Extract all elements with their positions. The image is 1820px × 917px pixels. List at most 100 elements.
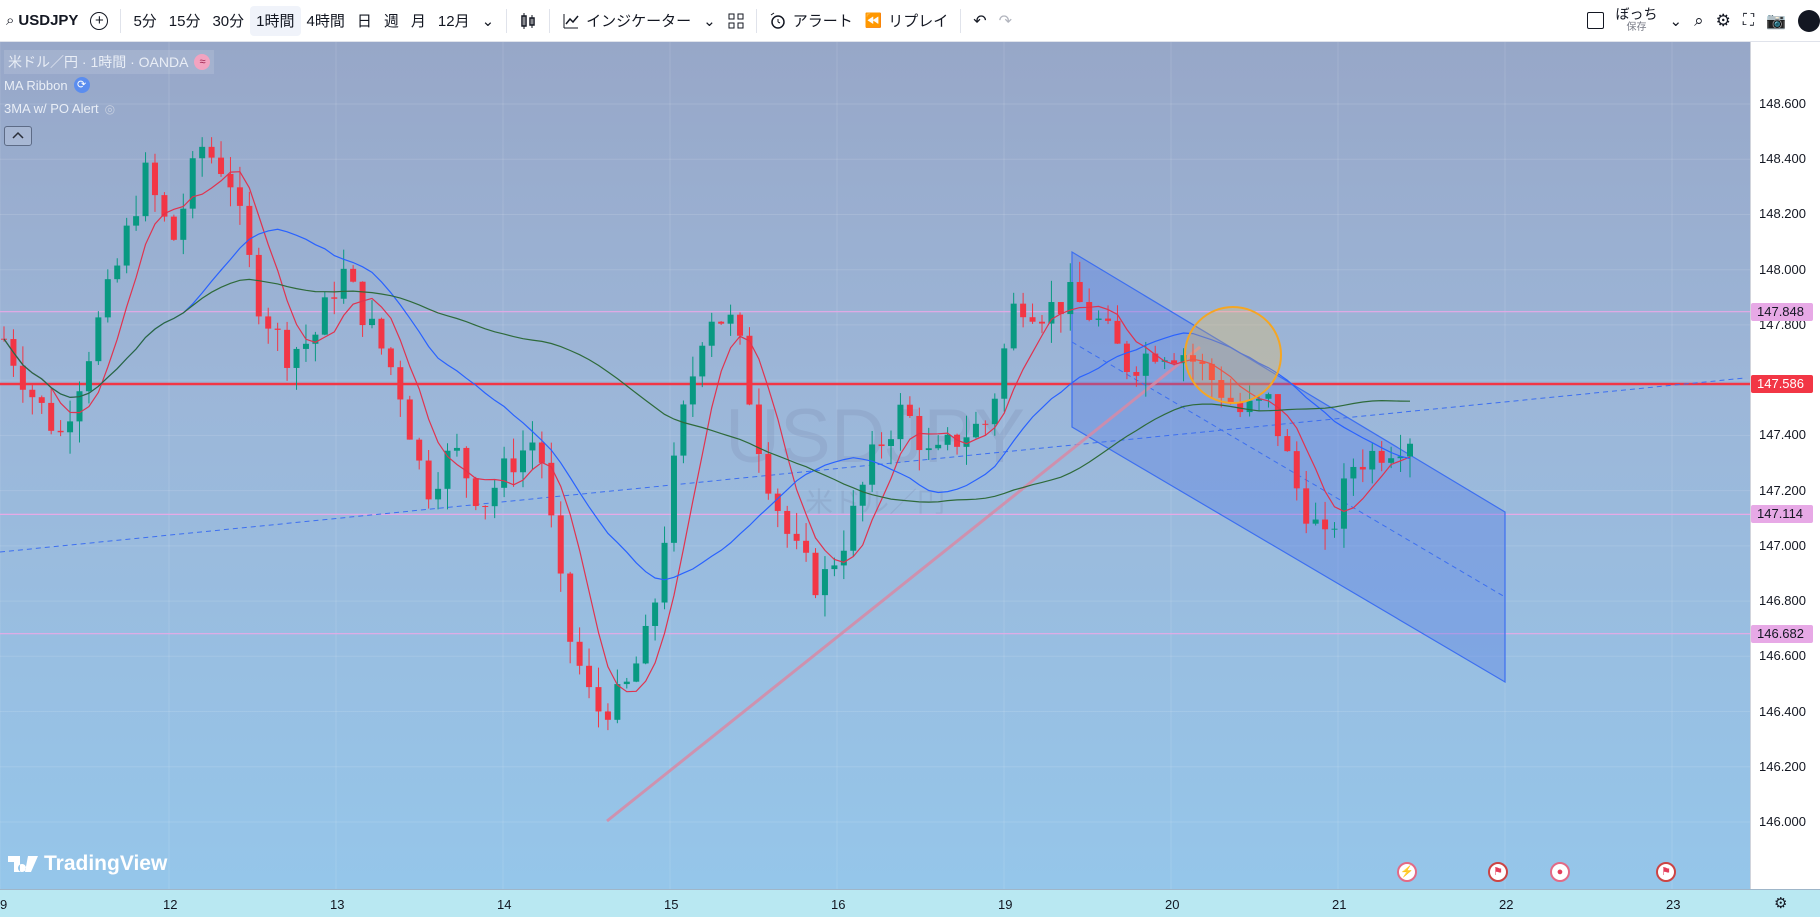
time-tick-label: 15 xyxy=(664,897,679,912)
settings-button[interactable]: ⚙ xyxy=(1710,6,1737,36)
candle-body xyxy=(1284,436,1291,452)
candle-body xyxy=(1020,303,1027,318)
candle-body xyxy=(642,625,649,664)
redo-button[interactable]: ↷ xyxy=(993,6,1018,36)
chart-pane[interactable]: USDJPY 米ドル／円 米ドル／円 · 1時間 · OANDA ≈ MA Rib… xyxy=(0,42,1750,889)
add-symbol-button[interactable]: + xyxy=(84,6,114,36)
candles-icon xyxy=(521,12,535,29)
candle-body xyxy=(114,265,121,280)
indicators-button[interactable]: インジケーター xyxy=(556,6,697,36)
price-tick-label: 147.800 xyxy=(1759,316,1806,332)
event-marker-us-flag[interactable]: ⚑ xyxy=(1656,862,1676,882)
layout-dropdown-button[interactable]: ⌄ xyxy=(1664,6,1689,36)
candle-body xyxy=(1237,402,1244,413)
candle-body xyxy=(1274,394,1281,437)
price-tick-label: 146.400 xyxy=(1759,703,1806,719)
interval-button[interactable]: 1時間 xyxy=(250,5,301,36)
candle-body xyxy=(350,268,357,282)
candle-body xyxy=(755,404,762,455)
interval-button[interactable]: 月 xyxy=(410,13,426,30)
ma-long-line xyxy=(3,278,1411,503)
chart-type-button[interactable] xyxy=(513,6,543,36)
candle-body xyxy=(38,397,45,403)
fullscreen-button[interactable]: ⛶ xyxy=(1737,6,1760,36)
candle-body xyxy=(850,505,857,551)
templates-button[interactable] xyxy=(722,6,750,36)
interval-button[interactable]: 12月 xyxy=(437,13,470,30)
candle-body xyxy=(501,458,508,488)
ma-mid-line xyxy=(3,228,1411,581)
candle-body xyxy=(369,318,376,326)
candle-body xyxy=(19,365,26,390)
search-icon: ⌕ xyxy=(1694,10,1704,30)
candle-body xyxy=(586,665,593,688)
candle-body xyxy=(435,488,442,500)
layout-name-button[interactable]: ぼっち 保存 xyxy=(1610,6,1664,36)
candle-body xyxy=(925,448,932,451)
candle-body xyxy=(1152,353,1159,362)
candle-body xyxy=(1067,282,1074,315)
legend-indicator-ma-ribbon[interactable]: MA Ribbon ⟳ xyxy=(4,77,90,93)
event-marker-us-flag[interactable]: ⚑ xyxy=(1488,862,1508,882)
legend-indicator-name: MA Ribbon xyxy=(4,77,68,93)
candle-body xyxy=(623,681,630,685)
candle-body xyxy=(218,157,225,174)
symbol-search-button[interactable]: ⌕ USDJPY xyxy=(0,6,84,36)
legend-indicator-3ma[interactable]: 3MA w/ PO Alert ◎ xyxy=(4,101,115,116)
interval-dropdown-button[interactable]: ⌄ xyxy=(476,6,501,36)
search-icon: ⌕ xyxy=(6,12,15,29)
price-level-tag[interactable]: 147.848 xyxy=(1751,302,1813,321)
legend-collapse-button[interactable] xyxy=(4,126,32,146)
candle-body xyxy=(1010,303,1017,349)
time-tick-label: 9 xyxy=(0,897,8,912)
price-level-tag[interactable]: 147.586 xyxy=(1751,375,1813,394)
tradingview-logo-text: TradingView xyxy=(44,852,168,875)
interval-button[interactable]: 週 xyxy=(383,13,399,30)
event-marker-dot[interactable]: ● xyxy=(1550,862,1570,882)
price-tick-label: 146.000 xyxy=(1759,814,1806,829)
refresh-icon: ⟳ xyxy=(73,77,90,93)
candle-body xyxy=(746,335,753,405)
candle-body xyxy=(661,542,668,603)
candle-body xyxy=(1359,466,1366,470)
time-axis[interactable]: ⚙ 9 12 13 14 15 16 19 20 21 22 23 xyxy=(0,889,1820,917)
quick-search-button[interactable]: ⌕ xyxy=(1688,6,1710,36)
candle-body xyxy=(812,552,819,596)
candle-body xyxy=(170,216,177,240)
alert-button[interactable]: アラート xyxy=(763,6,859,36)
layout-status: 保存 xyxy=(1626,21,1647,33)
candle-body xyxy=(1303,488,1310,524)
legend-indicator-name: 3MA w/ PO Alert xyxy=(4,101,99,116)
fullscreen-icon: ⛶ xyxy=(1742,11,1755,29)
layout-select-button[interactable] xyxy=(1581,6,1610,36)
event-marker-flash[interactable]: ⚡ xyxy=(1397,862,1417,882)
candle-body xyxy=(453,447,460,451)
candle-body xyxy=(935,444,942,449)
candle-body xyxy=(821,569,828,596)
indicators-dropdown-button[interactable]: ⌄ xyxy=(697,6,722,36)
tradingview-logo[interactable]: TradingView xyxy=(8,852,167,876)
highlight-circle xyxy=(1184,306,1282,404)
top-toolbar: ⌕ USDJPY + 5分 15分 30分 1時間 4時間日週月 12月 ⌄ インジケータ… xyxy=(0,0,1820,42)
replay-button[interactable]: ⏪ リプレイ xyxy=(859,6,954,36)
eye-hidden-icon[interactable]: ◎ xyxy=(104,101,116,116)
interval-button[interactable]: 15分 xyxy=(168,13,201,30)
price-level-tag[interactable]: 147.114 xyxy=(1751,505,1813,524)
publish-button[interactable] xyxy=(1792,6,1820,36)
candle-body xyxy=(1199,361,1206,364)
chart-legend-main[interactable]: 米ドル／円 · 1時間 · OANDA ≈ xyxy=(4,50,215,74)
interval-button[interactable]: 5分 xyxy=(133,13,157,30)
candle-body xyxy=(548,462,555,516)
interval-button[interactable]: 4時間 xyxy=(306,13,345,30)
interval-button[interactable]: 日 xyxy=(356,13,372,30)
snapshot-button[interactable]: 📷 xyxy=(1760,6,1792,36)
candle-body xyxy=(151,162,158,196)
undo-button[interactable]: ↶ xyxy=(967,6,992,36)
price-axis[interactable]: 148.600 148.400 148.200 148.000 147.800 147.4… xyxy=(1750,42,1820,889)
interval-button[interactable]: 30分 xyxy=(212,13,245,30)
candle-body xyxy=(1265,394,1272,399)
candle-body xyxy=(963,437,970,447)
price-level-tag[interactable]: 146.682 xyxy=(1751,624,1813,643)
time-axis-settings-icon[interactable]: ⚙ xyxy=(1774,895,1788,912)
